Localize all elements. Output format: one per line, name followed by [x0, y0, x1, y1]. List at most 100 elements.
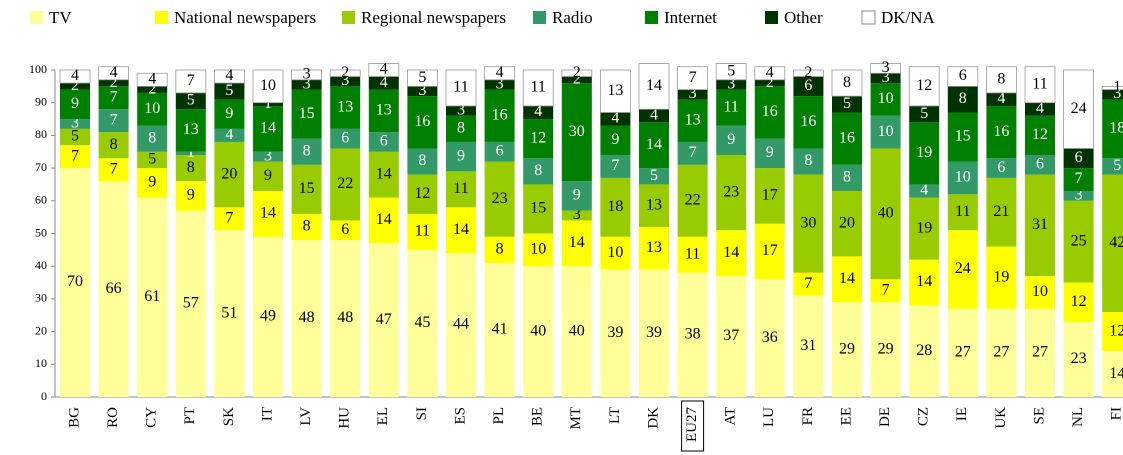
bar-segment — [1063, 69, 1094, 149]
data-label: 10 — [955, 169, 971, 186]
bar-segment — [60, 168, 90, 397]
bar-segment — [330, 76, 361, 87]
bar-segment — [677, 272, 708, 397]
data-label: 6 — [804, 77, 812, 94]
bar-segment — [484, 236, 515, 263]
x-tick-label: BE — [530, 407, 546, 426]
bar-segment — [947, 112, 978, 162]
legend-label: National newspapers — [174, 8, 316, 27]
y-tick-label: 40 — [35, 258, 47, 272]
legend-label: DK/NA — [881, 8, 936, 27]
data-label: 8 — [303, 218, 311, 235]
data-label: 4 — [380, 74, 388, 91]
bar-segment — [1102, 174, 1123, 312]
data-label: 14 — [569, 234, 585, 251]
data-label: 6 — [380, 133, 388, 150]
data-label: 19 — [916, 144, 932, 161]
bar-segment — [523, 119, 554, 159]
bar-segment — [214, 141, 245, 208]
data-label: 28 — [916, 342, 932, 359]
bar-segment — [1102, 158, 1123, 175]
data-label: 16 — [492, 106, 508, 123]
data-label: 6 — [496, 142, 504, 159]
data-label: 7 — [187, 72, 195, 89]
x-tick-label: EL — [375, 407, 391, 425]
data-label: 6 — [341, 129, 349, 146]
data-label: 38 — [685, 326, 701, 343]
x-tick-label: LV — [298, 407, 314, 426]
x-tick-label: NL — [1070, 407, 1086, 427]
data-label: 7 — [110, 88, 118, 105]
data-label: 1 — [1113, 79, 1121, 96]
bar-segment — [716, 276, 747, 397]
data-label: 14 — [916, 273, 932, 290]
data-label: 11 — [685, 245, 700, 262]
legend-label: Internet — [664, 8, 717, 27]
bar-segment — [793, 96, 824, 149]
bar-segment — [406, 69, 438, 87]
bar-segment — [600, 112, 631, 126]
data-label: 4 — [611, 110, 619, 127]
data-label: 13 — [607, 82, 623, 99]
x-tick-label: EU27 — [684, 407, 700, 442]
data-label: 48 — [299, 309, 315, 326]
data-label: 36 — [762, 329, 778, 346]
bar-segment — [137, 86, 168, 93]
bar-segment — [330, 220, 361, 241]
data-label: 12 — [1032, 126, 1048, 143]
bar-segment — [98, 79, 129, 87]
data-label: 13 — [337, 98, 353, 115]
bar-segment — [561, 76, 592, 84]
bar-segment — [98, 66, 129, 81]
data-label: 10 — [530, 241, 546, 258]
bar-segment — [98, 158, 129, 182]
data-label: 24 — [1071, 100, 1087, 117]
x-tick-label: PT — [182, 407, 198, 425]
data-label: 4 — [1036, 100, 1044, 117]
data-label: 8 — [843, 74, 851, 91]
data-label: 3 — [689, 85, 697, 102]
bar-segment — [523, 266, 554, 397]
bar-segment — [1025, 102, 1055, 116]
bar-segment — [253, 102, 283, 106]
data-label: 8 — [997, 70, 1005, 87]
data-label: 40 — [530, 322, 546, 339]
bar-segment — [291, 69, 323, 81]
x-tick-label: IT — [259, 407, 275, 421]
bar-segment — [832, 190, 862, 257]
data-label: 13 — [376, 102, 392, 119]
bar-segment — [137, 197, 168, 397]
bar-segment — [986, 66, 1017, 94]
bar-segment — [484, 66, 516, 81]
x-tick-label: BG — [66, 407, 82, 428]
bar-segment — [368, 243, 399, 397]
x-tick-label: MT — [568, 407, 584, 430]
bar-segment — [677, 141, 708, 165]
legend-label: TV — [49, 8, 72, 27]
data-label: 5 — [71, 128, 79, 145]
data-label: 8 — [457, 120, 465, 137]
data-label: 10 — [607, 244, 623, 261]
bar-segment — [832, 256, 862, 303]
bar-segment — [484, 262, 515, 397]
data-label: 3 — [71, 115, 79, 132]
data-label: 9 — [457, 147, 465, 164]
data-label: 5 — [920, 105, 928, 122]
bar-segment — [484, 141, 515, 162]
data-label: 19 — [916, 219, 932, 236]
data-label: 16 — [800, 113, 816, 130]
data-label: 8 — [110, 136, 118, 153]
bar-segment — [639, 168, 669, 185]
y-tick-label: 50 — [35, 225, 47, 239]
bar-segment — [832, 164, 862, 191]
data-label: 6 — [1036, 156, 1044, 173]
data-label: 2 — [148, 80, 156, 97]
bar-segment — [407, 86, 438, 97]
data-label: 16 — [993, 123, 1009, 140]
legend-swatch — [155, 11, 168, 24]
data-label: 47 — [376, 311, 392, 328]
bar-segment — [1025, 308, 1055, 397]
data-label: 5 — [225, 82, 233, 99]
data-label: 2 — [110, 74, 118, 91]
data-label: 14 — [723, 244, 739, 261]
